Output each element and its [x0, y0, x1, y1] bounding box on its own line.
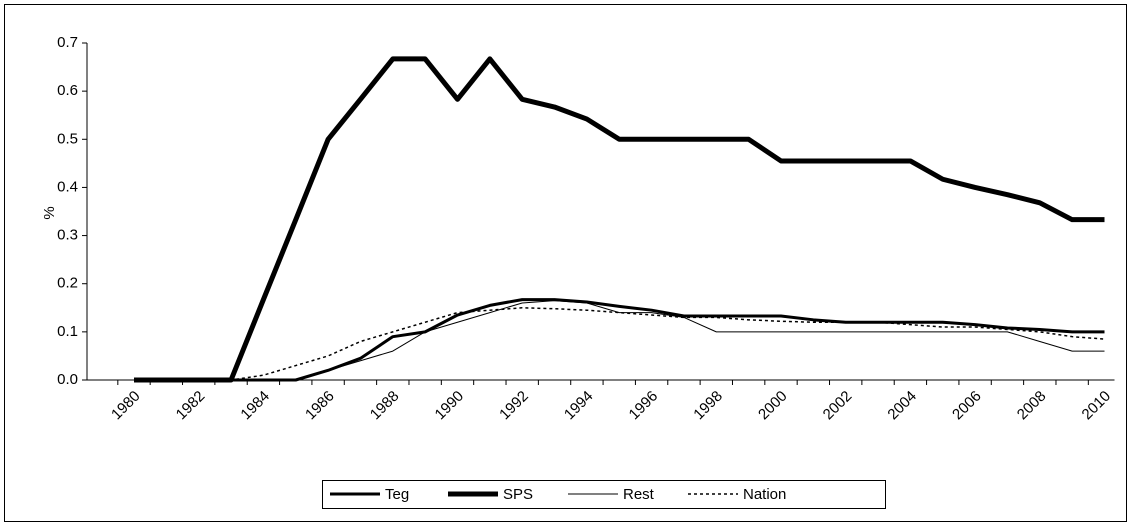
series-line [134, 307, 1105, 381]
legend-label: Rest [623, 486, 655, 503]
y-tick-label: 0.2 [57, 275, 78, 292]
legend-label: Nation [743, 486, 786, 503]
y-tick-label: 0.0 [57, 371, 78, 388]
y-tick-label: 0.6 [57, 82, 78, 99]
legend: Teg SPS Rest Nation [322, 480, 886, 509]
chart-border [4, 4, 1127, 522]
y-tick-label: 0.4 [57, 178, 78, 195]
y-tick-label: 0.7 [57, 34, 78, 51]
legend-label: SPS [503, 486, 533, 503]
series-line [134, 300, 1105, 381]
series-line [134, 56, 1105, 383]
y-tick-label: 0.3 [57, 227, 78, 244]
y-tick-label: 0.5 [57, 130, 78, 147]
legend-label: Teg [385, 486, 409, 503]
y-axis-label: % [41, 206, 58, 219]
y-tick-label: 0.1 [57, 323, 78, 340]
